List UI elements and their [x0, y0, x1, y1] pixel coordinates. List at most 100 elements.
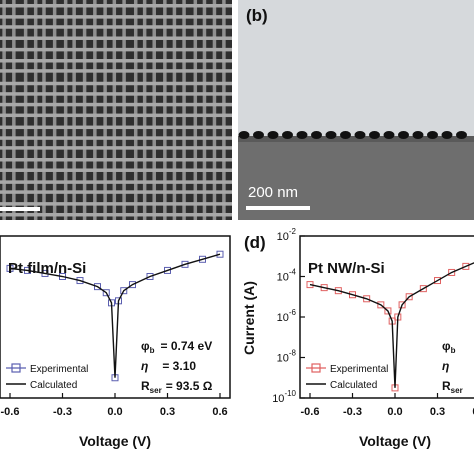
y-tick-label: 10-2 — [277, 227, 297, 243]
y-tick-label: 10-4 — [277, 268, 297, 284]
data-point-experimental — [384, 307, 392, 315]
pt-nanodot — [267, 131, 279, 139]
pt-nanodot — [311, 131, 322, 139]
x-axis-label-c: Voltage (V) — [79, 433, 151, 449]
x-tick-label: 0.0 — [107, 406, 122, 418]
nanowire-vertical — [202, 0, 207, 220]
data-point-experimental — [216, 250, 224, 258]
pt-nanodot — [325, 131, 337, 139]
y-tick-label: 10-8 — [277, 349, 297, 365]
nanowire-vertical — [72, 0, 76, 220]
param-eta-d: η — [442, 359, 449, 373]
legend-c: Experimental Calculated — [6, 363, 88, 391]
legend-label-calculated-d: Calculated — [330, 380, 377, 391]
pt-nanodot — [238, 131, 250, 139]
pt-nanodot — [412, 131, 424, 139]
plot-title-c: Pt film/n-Si — [8, 260, 86, 277]
legend-marker-experimental-c — [11, 363, 21, 373]
plot-title-d: Pt NW/n-Si — [308, 260, 385, 277]
series-line-calculated — [309, 262, 474, 388]
fit-params-c: φb = 0.74 eV η = 3.10 Rser = 93.5 Ω — [141, 339, 213, 395]
y-tick-label: 10-6 — [277, 308, 297, 324]
nanowire-vertical — [2, 0, 6, 220]
pt-nanodot — [369, 131, 380, 139]
pt-nanodot — [282, 131, 293, 139]
nanowire-vertical — [133, 0, 138, 220]
nanowire-vertical — [212, 0, 217, 220]
nanowire-vertical — [63, 0, 68, 220]
data-point-experimental — [398, 301, 406, 309]
iv-plot-panel-d: (d) -0.6 -0.3 0.0 0.3 0.6 10-2 10-4 10-6 10-8 10-… — [238, 226, 474, 474]
x-tick-label: 0.3 — [160, 406, 175, 418]
data-point-experimental — [419, 285, 427, 293]
scale-bar-label-b: 200 nm — [248, 184, 299, 201]
pt-nanodot — [441, 131, 453, 139]
data-point-experimental — [199, 255, 206, 263]
nanowire-vertical — [172, 0, 177, 220]
y-axis-label-d: Current (A) — [241, 281, 257, 355]
x-tick-label: -0.3 — [343, 406, 362, 418]
legend-label-experimental-d: Experimental — [330, 364, 388, 375]
data-point-experimental — [448, 268, 456, 276]
iv-plot-d: (d) -0.6 -0.3 0.0 0.3 0.6 10-2 10-4 10-6 10-8 10-… — [241, 227, 474, 449]
data-point-experimental — [349, 291, 356, 299]
sem-image-panel-a — [0, 0, 232, 220]
pt-nanodot — [253, 131, 264, 139]
param-eta-c: η = 3.10 — [141, 359, 196, 373]
param-phi-d: φb — [442, 339, 456, 355]
x-tick-label: -0.6 — [1, 406, 20, 418]
nanowire-mesh-image — [0, 0, 232, 220]
nanowire-vertical — [142, 0, 147, 220]
pt-nanodot — [354, 131, 366, 139]
pt-nanodot — [296, 131, 308, 139]
data-point-experimental — [164, 266, 171, 274]
scale-bar-a — [0, 207, 40, 211]
pt-nanodot — [427, 131, 438, 139]
data-point-experimental — [462, 262, 470, 270]
legend-marker-experimental-d — [311, 363, 321, 373]
x-tick-label: 0.0 — [387, 406, 402, 418]
x-tick-label: 0.3 — [430, 406, 445, 418]
scale-bar-b — [246, 206, 310, 210]
panel-label-b: (b) — [246, 6, 268, 25]
x-tick-label: -0.6 — [301, 406, 320, 418]
nanowire-vertical — [33, 0, 38, 220]
nanowire-vertical — [52, 0, 57, 220]
panel-label-d: (d) — [244, 233, 266, 252]
nanowire-vertical — [122, 0, 126, 220]
pt-nanodot — [456, 131, 467, 139]
data-point-experimental — [129, 281, 136, 289]
legend-label-experimental-c: Experimental — [30, 364, 88, 375]
data-point-experimental — [146, 273, 154, 280]
fit-params-d: φb η Rser — [442, 339, 463, 395]
pt-nanodot — [383, 131, 395, 139]
data-point-experimental — [94, 283, 101, 291]
data-point-experimental — [120, 287, 128, 295]
nanowire-vertical — [182, 0, 186, 220]
data-point-experimental — [363, 295, 371, 303]
nanowire-vertical — [222, 0, 226, 220]
x-tick-label: -0.3 — [53, 406, 72, 418]
legend-label-calculated-c: Calculated — [30, 380, 77, 391]
nanowire-vertical — [82, 0, 87, 220]
nanowire-vertical — [93, 0, 97, 220]
pt-nanodot — [398, 131, 409, 139]
iv-plot-panel-c: -0.6 -0.3 0.0 0.3 0.6 Pt film/n-Si Experimen… — [0, 226, 236, 474]
nanowire-vertical — [42, 0, 46, 220]
nanowire-vertical — [23, 0, 28, 220]
y-tick-label: 10-10 — [272, 389, 296, 405]
x-tick-label: 0.6 — [472, 406, 474, 418]
x-tick-label: 0.6 — [212, 406, 227, 418]
x-axis-label-d: Voltage (V) — [359, 433, 431, 449]
param-rser-c: Rser = 93.5 Ω — [141, 379, 213, 395]
data-point-experimental — [405, 293, 413, 301]
data-point-experimental — [102, 289, 110, 297]
data-point-experimental — [434, 277, 441, 285]
series-line-calculated — [9, 253, 221, 378]
param-phi-c: φb = 0.74 eV — [141, 339, 212, 355]
nanowire-vertical — [112, 0, 117, 220]
nanowire-vertical — [152, 0, 156, 220]
iv-plot-c: -0.6 -0.3 0.0 0.3 0.6 Pt film/n-Si Experimen… — [0, 235, 231, 449]
data-point-experimental — [377, 301, 385, 309]
param-rser-d: Rser — [442, 379, 463, 395]
